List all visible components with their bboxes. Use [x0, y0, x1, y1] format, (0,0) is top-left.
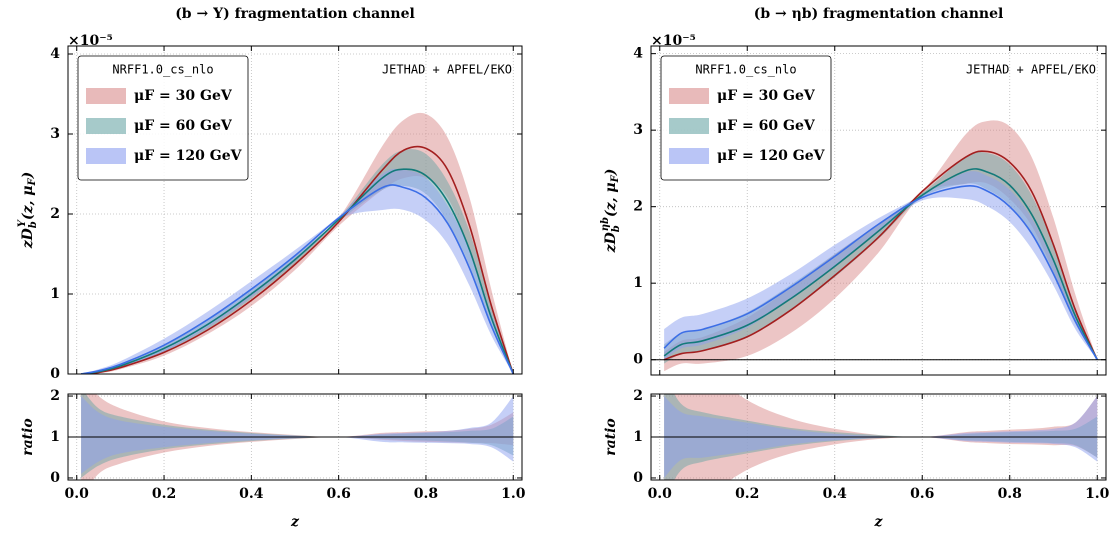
- y-axis-label-part: ): [20, 172, 36, 180]
- y-tick-label: 0: [633, 470, 643, 486]
- legend: NRFF1.0_cs_nlo μF = 30 GeV μF = 60 GeV μF =…: [77, 55, 249, 181]
- x-tick-label: 0.6: [326, 486, 350, 502]
- y-tick-label: 3: [633, 122, 643, 138]
- plot-area: [651, 394, 1106, 480]
- legend-swatch: [86, 118, 126, 134]
- y-axis-label-part: F: [610, 174, 621, 183]
- x-tick-label: 0.6: [910, 486, 934, 502]
- y-tick-label: 1: [633, 275, 643, 291]
- x-axis-label: z: [290, 514, 300, 530]
- x-tick-label: 0.4: [239, 486, 264, 502]
- legend-label: μF = 30 GeV: [134, 88, 233, 104]
- legend-label: μF = 30 GeV: [717, 88, 816, 104]
- y-tick-label: 2: [633, 199, 643, 215]
- plot-area: [80, 112, 515, 374]
- x-tick-label: 1.0: [1085, 486, 1110, 502]
- y-tick-label: 1: [50, 286, 60, 302]
- y-axis-label-part: F: [27, 177, 38, 186]
- legend-title: NRFF1.0_cs_nlo: [695, 63, 796, 77]
- y-axis-label-part: (z, μ: [603, 182, 619, 217]
- x-axis-label: z: [874, 514, 884, 530]
- x-tick-label: 0.8: [414, 486, 438, 502]
- y-axis-label-part: ratio: [20, 418, 36, 456]
- legend-swatch: [86, 88, 126, 104]
- x-tick-label: 0.0: [65, 486, 90, 502]
- y-axis-label-part: ): [603, 169, 619, 177]
- y-axis-label: ratio: [20, 418, 36, 456]
- legend-swatch: [669, 88, 709, 104]
- panel: 0 1 2 3 4 (b → Υ) fragmentation channel ×10⁻⁵ z…: [17, 6, 523, 382]
- x-tick-label: 0.4: [823, 486, 848, 502]
- legend-label: μF = 120 GeV: [717, 148, 826, 164]
- y-axis-label: zDbΥ(z, μF): [17, 172, 39, 250]
- y-tick-label: 2: [633, 388, 643, 404]
- legend-swatch: [86, 148, 126, 164]
- y-tick-label: 0: [633, 352, 643, 368]
- x-tick-label: 0.8: [998, 486, 1022, 502]
- axes-frame: [650, 45, 1107, 376]
- legend-label: μF = 120 GeV: [134, 148, 243, 164]
- y-tick-label: 2: [50, 388, 60, 404]
- uncertainty-band: [81, 396, 514, 474]
- plot-area: [68, 394, 522, 480]
- panel: 0 1 2 3 4 (b → ηb) fragmentation channel ×10⁻⁵…: [600, 6, 1107, 376]
- y-axis-label-part: Υ: [17, 219, 28, 227]
- plot-area: [651, 120, 1106, 372]
- chart-title: (b → Υ) fragmentation channel: [175, 6, 415, 22]
- y-axis-label-part: ηb: [600, 217, 611, 231]
- chart-title: (b → ηb) fragmentation channel: [754, 6, 1004, 22]
- annotation: JETHAD + APFEL/EKO: [966, 63, 1096, 77]
- y-axis-label-part: b: [611, 225, 622, 232]
- y-axis-label-part: ratio: [603, 418, 619, 456]
- uncertainty-band: [664, 171, 1098, 360]
- panel: 0.0 0.2 0.4 0.6 0.8 1.0 0 1 2 z ratio: [20, 388, 526, 530]
- y-tick-label: 0: [50, 470, 60, 486]
- legend-title: NRFF1.0_cs_nlo: [112, 63, 213, 77]
- legend-swatch: [669, 148, 709, 164]
- y-axis-label-part: (z, μ: [20, 185, 36, 220]
- legend: NRFF1.0_cs_nlo μF = 30 GeV μF = 60 GeV μF =…: [660, 55, 832, 181]
- y-tick-label: 4: [50, 46, 60, 62]
- y-tick-label: 2: [50, 206, 60, 222]
- x-tick-label: 0.0: [648, 486, 673, 502]
- y-axis-label-part: b: [28, 221, 39, 228]
- y-tick-label: 4: [633, 46, 643, 62]
- y-axis-label-part: zD: [20, 227, 36, 249]
- legend-label: μF = 60 GeV: [134, 118, 233, 134]
- x-tick-label: 0.2: [735, 486, 759, 502]
- line: [80, 184, 514, 374]
- line: [663, 150, 1098, 361]
- annotation: JETHAD + APFEL/EKO: [382, 63, 512, 77]
- y-axis-label: zDbηb(z, μF): [600, 169, 622, 254]
- line: [663, 168, 1098, 361]
- axes-frame: [67, 45, 523, 375]
- y-tick-label: 0: [50, 366, 60, 382]
- line: [81, 145, 515, 374]
- panel: 0.0 0.2 0.4 0.6 0.8 1.0 0 1 2 z ratio: [603, 388, 1110, 530]
- line: [80, 168, 515, 374]
- y-axis-label-part: zD: [603, 231, 619, 253]
- legend-label: μF = 60 GeV: [717, 118, 816, 134]
- y-multiplier: ×10⁻⁵: [68, 33, 113, 49]
- x-tick-label: 1.0: [501, 486, 526, 502]
- y-tick-label: 3: [50, 126, 60, 142]
- y-tick-label: 1: [633, 429, 643, 445]
- legend-swatch: [669, 118, 709, 134]
- x-tick-label: 0.2: [152, 486, 176, 502]
- y-tick-label: 1: [50, 429, 60, 445]
- y-multiplier: ×10⁻⁵: [651, 33, 696, 49]
- line: [663, 185, 1098, 361]
- y-axis-label: ratio: [603, 418, 619, 456]
